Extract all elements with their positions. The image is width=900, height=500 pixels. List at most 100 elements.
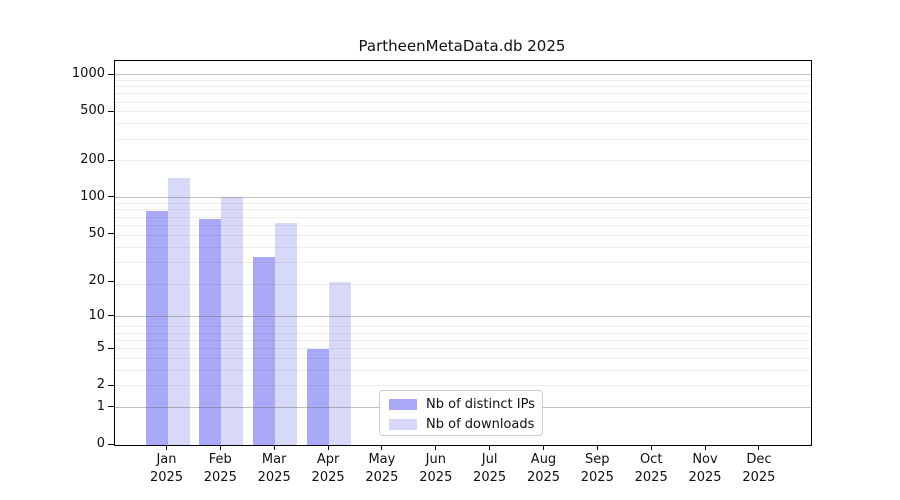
- gridline-minor: [115, 79, 811, 81]
- x-tick-year: 2025: [634, 469, 668, 485]
- bar-nb-of-downloads-apr: [329, 281, 352, 445]
- y-tick-label: 10: [88, 307, 105, 323]
- y-tick-mark: [108, 233, 114, 234]
- y-tick-mark: [108, 384, 114, 386]
- x-tick-year: 2025: [688, 469, 722, 485]
- x-tick-mark: [327, 444, 329, 450]
- x-tick-mark: [489, 444, 491, 450]
- y-tick-mark: [108, 196, 114, 198]
- gridline-minor: [115, 101, 811, 103]
- x-tick-label-feb: Feb 2025: [192, 451, 248, 487]
- x-tick-year: 2025: [365, 469, 399, 485]
- legend-item-nb-of-downloads: Nb of downloads: [380, 414, 542, 434]
- gridline-minor: [115, 209, 811, 211]
- x-tick-year: 2025: [742, 469, 776, 485]
- x-tick-label-jun: Jun 2025: [408, 451, 464, 487]
- x-tick-label-oct: Oct 2025: [623, 451, 679, 487]
- plot-area: Nb of distinct IPs Nb of downloads: [114, 60, 812, 446]
- gridline-minor: [115, 138, 811, 140]
- y-tick-mark: [108, 443, 114, 445]
- bar-nb-of-distinct-ips-apr: [307, 348, 330, 445]
- x-tick-mark: [381, 444, 383, 450]
- x-tick-mark: [596, 444, 598, 450]
- legend-swatch-icon: [389, 398, 417, 410]
- bar-nb-of-distinct-ips-mar: [253, 257, 276, 445]
- x-tick-year: 2025: [203, 469, 237, 485]
- y-tick-label: 50: [88, 225, 105, 241]
- gridline-minor: [115, 123, 811, 125]
- x-tick-label-nov: Nov 2025: [677, 451, 733, 487]
- x-tick-month: Dec: [746, 451, 772, 467]
- x-tick-mark: [435, 444, 437, 450]
- legend: Nb of distinct IPs Nb of downloads: [379, 390, 543, 436]
- y-tick-mark: [108, 406, 114, 408]
- legend-swatch-icon: [389, 418, 417, 430]
- x-tick-month: Jul: [481, 451, 498, 467]
- y-tick-label: 1000: [71, 66, 105, 81]
- bar-nb-of-downloads-mar: [275, 222, 298, 445]
- y-tick-label: 500: [80, 103, 105, 119]
- bar-nb-of-distinct-ips-jan: [145, 210, 168, 445]
- x-tick-mark: [273, 444, 275, 450]
- x-tick-year: 2025: [473, 469, 507, 485]
- x-tick-month: Apr: [316, 451, 340, 467]
- x-tick-mark: [166, 444, 167, 450]
- y-tick-mark: [108, 280, 114, 282]
- y-tick-label: 20: [88, 273, 105, 288]
- x-tick-year: 2025: [526, 469, 561, 485]
- x-tick-label-aug: Aug 2025: [516, 451, 572, 487]
- bar-nb-of-distinct-ips-feb: [199, 218, 222, 445]
- y-tick-label: 2: [96, 377, 105, 393]
- x-tick-month: Jan: [156, 451, 177, 467]
- x-tick-mark: [219, 444, 221, 450]
- y-tick-label: 0: [96, 436, 105, 451]
- x-tick-year: 2025: [580, 469, 614, 485]
- x-tick-label-jan: Jan 2025: [139, 451, 195, 487]
- gridline-minor: [115, 86, 811, 87]
- y-tick-label: 1: [96, 398, 105, 414]
- gridline-major: [115, 74, 811, 75]
- y-tick-label: 200: [80, 152, 105, 167]
- x-tick-month: Oct: [639, 451, 663, 467]
- x-tick-label-sep: Sep 2025: [569, 451, 625, 487]
- x-tick-label-jul: Jul 2025: [462, 451, 518, 487]
- x-tick-month: Feb: [208, 451, 232, 467]
- bar-nb-of-downloads-jan: [167, 177, 190, 445]
- y-tick-mark: [108, 347, 114, 349]
- x-tick-year: 2025: [419, 469, 453, 485]
- y-tick-label: 5: [96, 340, 105, 356]
- x-tick-label-may: May 2025: [354, 451, 410, 487]
- y-tick-mark: [108, 159, 114, 161]
- x-tick-month: May: [368, 451, 396, 467]
- y-tick-mark: [108, 110, 114, 112]
- x-tick-year: 2025: [311, 469, 345, 485]
- x-tick-mark: [704, 444, 706, 450]
- y-tick-mark: [108, 315, 114, 317]
- legend-item-nb-of-distinct-ips: Nb of distinct IPs: [380, 394, 542, 414]
- gridline-minor: [115, 203, 811, 204]
- x-tick-label-mar: Mar 2025: [246, 451, 302, 487]
- x-tick-month: Aug: [530, 451, 557, 467]
- x-tick-month: Jun: [425, 451, 446, 467]
- x-tick-mark: [543, 444, 544, 450]
- x-tick-mark: [758, 444, 760, 450]
- x-tick-year: 2025: [257, 469, 291, 485]
- x-tick-month: Sep: [585, 451, 610, 467]
- gridline-minor: [115, 93, 811, 95]
- x-tick-month: Mar: [261, 451, 287, 467]
- y-tick-mark: [108, 73, 114, 75]
- legend-label: Nb of downloads: [426, 416, 535, 432]
- x-tick-mark: [650, 444, 652, 450]
- gridline-minor: [115, 216, 811, 218]
- chart-title: PartheenMetaData.db 2025: [358, 37, 566, 55]
- legend-label: Nb of distinct IPs: [426, 396, 535, 412]
- x-tick-label-dec: Dec 2025: [731, 451, 787, 487]
- x-tick-month: Nov: [692, 451, 718, 467]
- bar-nb-of-downloads-feb: [221, 197, 244, 445]
- gridline-minor: [115, 160, 811, 162]
- x-tick-year: 2025: [149, 469, 184, 485]
- gridline-minor: [115, 111, 811, 113]
- gridline-major: [115, 196, 811, 198]
- x-tick-label-apr: Apr 2025: [300, 451, 356, 487]
